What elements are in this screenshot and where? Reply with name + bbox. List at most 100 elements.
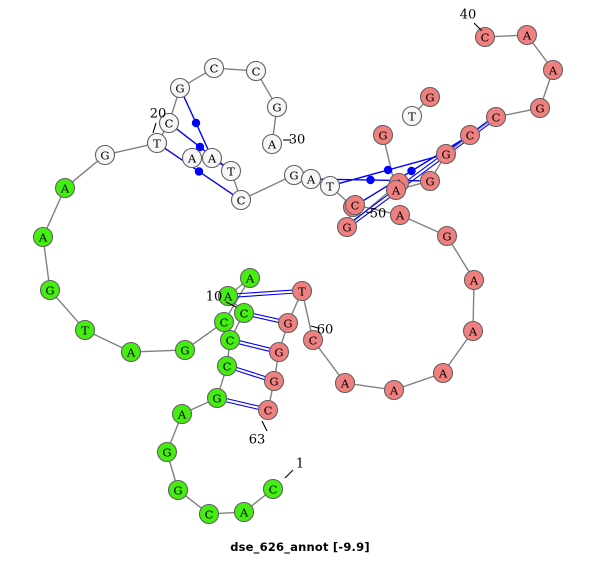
residue-node[interactable]: A [239, 267, 261, 289]
backbone-link [93, 333, 123, 349]
residue-node[interactable]: T [220, 160, 242, 182]
position-tick [473, 22, 483, 32]
position-tick [310, 325, 319, 329]
residue-node[interactable]: C [344, 194, 366, 216]
residue-circle [216, 355, 238, 377]
backbone-link [190, 401, 209, 411]
residue-node[interactable]: A [120, 341, 142, 363]
residue-node[interactable]: C [230, 189, 252, 211]
backbone-link [234, 283, 244, 291]
residue-node[interactable]: G [419, 86, 441, 108]
residue-node[interactable]: G [436, 225, 458, 247]
residue-node[interactable]: A [462, 320, 484, 342]
backbone-link [192, 326, 217, 346]
residue-circle [385, 179, 407, 201]
residue-node[interactable]: G [268, 341, 290, 363]
residue-node[interactable]: G [167, 479, 189, 501]
residue-node[interactable]: A [516, 24, 538, 46]
residue-circle [401, 105, 423, 127]
residue-node[interactable]: A [181, 147, 203, 169]
residue-node[interactable]: C [257, 399, 279, 421]
residue-node[interactable]: G [39, 279, 61, 301]
backbone-link [274, 361, 279, 372]
residue-circle [213, 311, 235, 333]
position-tick [261, 420, 268, 432]
residue-node[interactable]: A [201, 147, 223, 169]
position-label: 30 [289, 133, 306, 148]
residue-layer[interactable]: CACGGAGCCCAACGATGAAGTCGCCGAAATCGATCGAGTC… [32, 24, 564, 525]
residue-node[interactable]: T [319, 175, 341, 197]
residue-node[interactable]: A [233, 501, 255, 523]
residue-circle [169, 77, 191, 99]
residue-node[interactable]: A [300, 168, 322, 190]
residue-node[interactable]: C [474, 26, 496, 48]
residue-circle [516, 24, 538, 46]
residue-node[interactable]: G [435, 143, 457, 165]
residue-node[interactable]: G [283, 164, 305, 186]
backbone-link [114, 144, 148, 154]
residue-node[interactable]: C [262, 478, 284, 500]
backbone-link [408, 218, 439, 233]
residue-node[interactable]: C [203, 57, 225, 79]
residue-node[interactable]: A [32, 226, 54, 248]
residue-node[interactable]: C [216, 355, 238, 377]
backbone-link [218, 511, 235, 515]
residue-node[interactable]: A [383, 379, 405, 401]
residue-node[interactable]: C [459, 124, 481, 146]
residue-node[interactable]: T [401, 105, 423, 127]
residue-circle [389, 204, 411, 226]
residue-node[interactable]: A [542, 59, 564, 81]
residue-circle [181, 147, 203, 169]
residue-node[interactable]: T [74, 319, 96, 341]
residue-node[interactable]: G [263, 370, 285, 392]
residue-node[interactable]: A [432, 362, 454, 384]
noncanonical-pair-dot [191, 118, 201, 128]
position-tick [152, 122, 157, 134]
residue-node[interactable]: G [94, 144, 116, 166]
residue-circle [239, 267, 261, 289]
residue-node[interactable]: A [54, 177, 76, 199]
residue-node[interactable]: G [529, 97, 551, 119]
residue-node[interactable]: G [169, 77, 191, 99]
residue-node[interactable]: G [174, 339, 196, 361]
residue-circle [542, 59, 564, 81]
backbone-link [318, 347, 340, 376]
backbone-link [187, 72, 207, 84]
residue-node[interactable]: G [336, 216, 358, 238]
residue-node[interactable]: G [266, 96, 288, 118]
residue-node[interactable]: C [219, 329, 241, 351]
backbone-link [453, 140, 463, 149]
residue-circle [436, 225, 458, 247]
residue-node[interactable]: A [261, 133, 283, 155]
residue-node[interactable]: C [198, 503, 220, 525]
residue-node[interactable]: G [372, 124, 394, 146]
residue-node[interactable]: A [171, 403, 193, 425]
backbone-link [472, 289, 475, 322]
residue-node[interactable]: C [485, 106, 507, 128]
residue-node[interactable]: A [463, 269, 485, 291]
residue-circle [54, 177, 76, 199]
residue-circle [257, 399, 279, 421]
residue-node[interactable]: A [334, 372, 356, 394]
noncanonical-pair-dot [407, 166, 416, 176]
residue-circle [474, 26, 496, 48]
position-label-layer: 1 10 20 30 40 50 60 63 [150, 8, 483, 479]
residue-node[interactable]: C [213, 311, 235, 333]
residue-node[interactable]: A [385, 179, 407, 201]
residue-node[interactable]: C [245, 60, 267, 82]
position-label: 60 [317, 323, 334, 338]
residue-node[interactable]: A [389, 204, 411, 226]
residue-node[interactable]: T [146, 132, 168, 154]
residue-node[interactable]: T [291, 280, 313, 302]
backbone-link [291, 299, 299, 315]
residue-node[interactable]: G [419, 170, 441, 192]
backbone-link [219, 374, 225, 390]
residue-node[interactable]: C [233, 302, 255, 324]
residue-node[interactable]: G [206, 387, 228, 409]
residue-node[interactable]: G [156, 441, 178, 463]
residue-node[interactable]: G [277, 312, 299, 334]
backbone-link [46, 196, 62, 229]
residue-circle [233, 302, 255, 324]
residue-circle [435, 143, 457, 165]
